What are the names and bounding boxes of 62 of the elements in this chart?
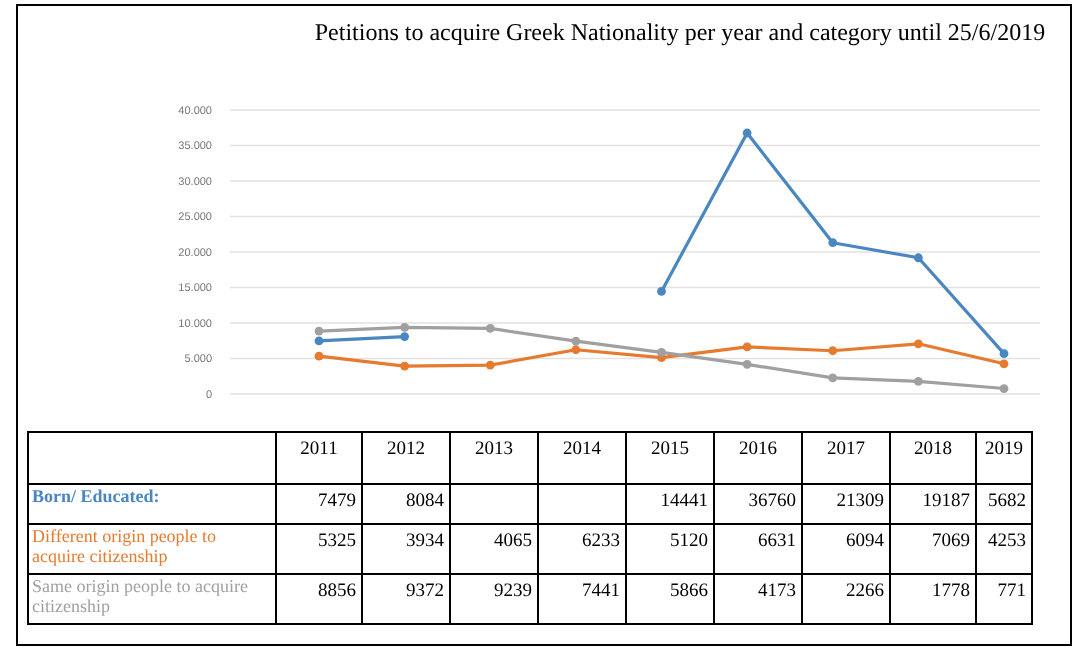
point	[314, 326, 324, 336]
point	[999, 359, 1009, 369]
point	[657, 287, 666, 296]
data-label: 21309	[836, 492, 885, 512]
x-tick-label: 2018	[914, 440, 953, 460]
data-label: 5866	[670, 582, 709, 602]
data-label: 5325	[318, 532, 357, 552]
data-label: 1778	[932, 582, 971, 602]
chart-title: Petitions to acquire Greek Nationality per year and category until 25/6/2019	[314, 18, 1046, 46]
point	[657, 347, 666, 357]
point	[742, 128, 752, 138]
text: Born/ Educated:	[32, 486, 162, 506]
point	[485, 324, 495, 333]
data-label: 8856	[318, 582, 357, 602]
data-label: 5120	[670, 532, 709, 552]
data-label: 4253	[988, 532, 1027, 552]
data-label: 4065	[494, 532, 533, 552]
point	[400, 361, 410, 371]
data-label: 7069	[932, 532, 971, 552]
data-label: 2266	[846, 582, 885, 602]
point	[828, 346, 838, 356]
data-label: 36760	[748, 492, 797, 512]
text: Different origin people to acquire citizenship	[32, 526, 219, 566]
data-label: 6233	[582, 532, 621, 552]
x-tick-label: 2011	[300, 440, 339, 460]
point	[913, 376, 923, 386]
point	[314, 336, 324, 346]
text: Same origin people to acquire citizenship	[32, 576, 250, 616]
point	[999, 384, 1009, 393]
x-tick-label: 2017	[827, 440, 866, 460]
point	[828, 238, 838, 248]
data-label: 7479	[318, 492, 357, 512]
point	[999, 349, 1009, 359]
point	[828, 373, 838, 383]
point	[400, 323, 410, 332]
x-tick-label: 2014	[563, 440, 602, 460]
data-label: 4173	[758, 582, 797, 602]
data-label: 771	[997, 582, 1027, 602]
point	[742, 342, 752, 352]
x-tick-label: 2013	[475, 440, 514, 460]
data-label: 6094	[846, 532, 885, 552]
point	[314, 351, 324, 361]
data-label: 6631	[758, 532, 797, 552]
data-label: 8084	[406, 492, 445, 512]
point	[913, 253, 923, 263]
x-tick-label: 2015	[651, 440, 690, 460]
point	[400, 332, 410, 341]
data-label: 5682	[988, 492, 1027, 512]
data-label: 9372	[406, 582, 445, 602]
x-tick-label: 2016	[739, 440, 778, 460]
data-label: 9239	[494, 582, 533, 602]
point	[913, 339, 923, 349]
x-tick-label: 2019	[985, 440, 1024, 460]
data-label: 14441	[660, 492, 709, 512]
data-label: 7441	[582, 582, 621, 602]
data-label: 3934	[406, 532, 445, 552]
point	[485, 360, 495, 370]
data-label: 19187	[922, 492, 971, 512]
point	[742, 359, 752, 369]
x-tick-label: 2012	[387, 440, 426, 460]
point	[571, 336, 581, 346]
point	[571, 345, 581, 355]
